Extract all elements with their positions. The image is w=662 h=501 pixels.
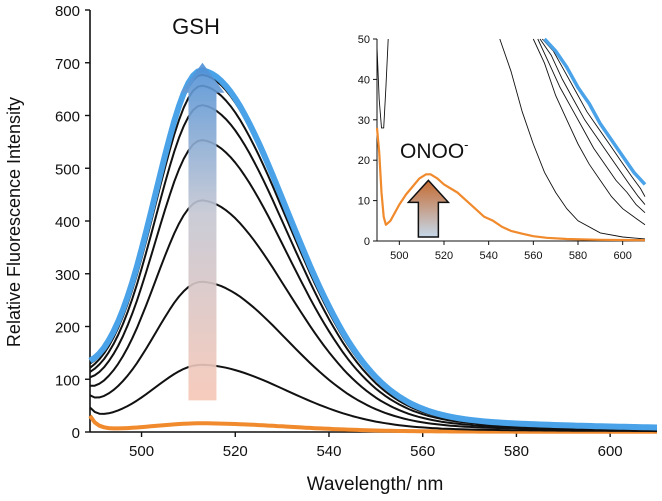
inset-series-lines <box>375 37 647 242</box>
inset-x-tick-label: 600 <box>613 250 631 262</box>
main-y-tick-label: 200 <box>55 320 80 337</box>
main-y-tick-label: 0 <box>72 425 80 442</box>
inset-y-ticks: 0 10 20 30 40 50 <box>358 34 377 248</box>
main-x-tick-label: 520 <box>223 443 248 460</box>
inset-y-tick-label: 0 <box>364 236 370 248</box>
inset-chart: 0 10 20 30 40 50 500 520 540 560 580 600 ONOO- <box>358 34 647 262</box>
series-line <box>89 363 658 433</box>
inset-x-ticks: 500 520 540 560 580 600 <box>390 241 632 262</box>
inset-series-line <box>537 38 646 214</box>
inset-x-tick-label: 500 <box>390 250 408 262</box>
inset-series-line <box>541 38 646 197</box>
main-y-tick-label: 800 <box>55 3 80 20</box>
main-y-tick-label: 600 <box>55 109 80 126</box>
onoo-label: ONOO- <box>400 137 469 163</box>
x-axis-title: Wavelength/ nm <box>307 474 444 495</box>
main-y-tick-label: 500 <box>55 161 80 178</box>
y-axis-title: Relative Fluorescence Intensity <box>4 97 24 347</box>
main-x-tick-label: 500 <box>129 443 154 460</box>
main-y-ticks: 0 100 200 300 400 500 600 700 800 <box>55 3 90 442</box>
inset-y-tick-label: 10 <box>358 196 370 208</box>
main-arrow <box>180 62 225 401</box>
inset-y-tick-label: 20 <box>358 155 370 167</box>
inset-x-tick-label: 520 <box>435 250 453 262</box>
inset-series-line <box>376 38 389 129</box>
onoo-arrow <box>406 179 451 238</box>
inset-series-line <box>375 127 646 242</box>
series-line <box>88 414 657 434</box>
inset-series-line <box>532 38 646 226</box>
gsh-label: GSH <box>172 14 220 39</box>
main-x-tick-label: 600 <box>598 443 623 460</box>
inset-y-tick-label: 30 <box>358 115 370 127</box>
inset-y-tick-label: 50 <box>358 34 370 46</box>
main-y-tick-label: 700 <box>55 56 80 73</box>
series-line <box>89 280 657 432</box>
main-y-tick-label: 100 <box>55 372 80 389</box>
inset-x-tick-label: 540 <box>479 250 497 262</box>
main-x-tick-label: 580 <box>504 443 529 460</box>
inset-series-line <box>499 38 646 240</box>
onoo-label-superscript: - <box>464 137 468 152</box>
inset-series-line <box>539 38 646 205</box>
main-y-tick-label: 300 <box>55 267 80 284</box>
series-line <box>89 104 657 430</box>
main-y-tick-label: 400 <box>55 214 80 231</box>
series-line <box>90 199 657 431</box>
series-line <box>89 139 657 430</box>
inset-x-tick-label: 560 <box>524 250 542 262</box>
gsh-arrow <box>180 62 225 401</box>
inset-y-tick-label: 40 <box>358 74 370 86</box>
main-x-ticks: 500 520 540 560 580 600 <box>129 432 623 460</box>
main-x-tick-label: 540 <box>316 443 341 460</box>
main-x-tick-label: 560 <box>410 443 435 460</box>
onoo-label-text: ONOO <box>400 140 464 163</box>
inset-series-line <box>543 37 647 186</box>
inset-x-tick-label: 580 <box>569 250 587 262</box>
inset-arrow <box>406 179 451 238</box>
